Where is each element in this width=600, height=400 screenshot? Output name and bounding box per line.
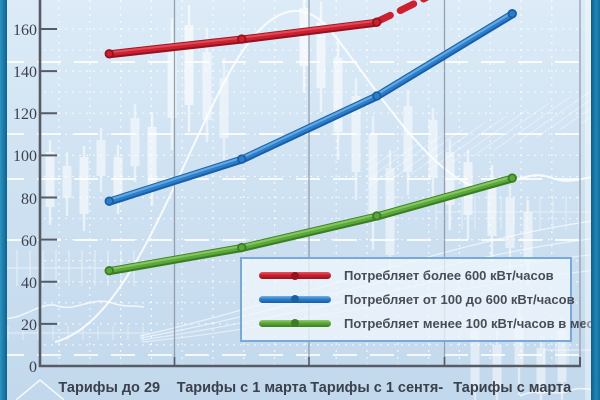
legend-swatch-red-line xyxy=(259,271,331,280)
right-border-bar xyxy=(591,0,600,400)
y-axis-tick-label: 100 xyxy=(13,148,37,166)
category-label-line1: Тарифы с 1 сентя- xyxy=(310,380,444,396)
data-point-marker xyxy=(104,266,114,276)
data-point-marker xyxy=(372,211,382,221)
y-axis-tick-label: 80 xyxy=(21,190,37,208)
data-point-marker xyxy=(104,196,114,206)
y-axis-tick-label: 40 xyxy=(21,274,37,292)
legend: Потребляет более 600 кВт/часов Потребляе… xyxy=(240,257,600,342)
x-axis-category-label: Тарифы с 1 сентя- бря 2013 по 28 xyxy=(310,379,443,400)
category-label-line1: Тарифы с марта xyxy=(453,380,572,396)
x-axis-category-label: Тарифы с марта 2017 xyxy=(453,379,571,400)
y-axis-tick-label: 120 xyxy=(13,106,37,124)
y-axis-tick-label: 140 xyxy=(13,64,37,82)
data-point-marker xyxy=(372,91,382,101)
legend-item: Потребляет от 100 до 600 кВт/часов xyxy=(259,292,575,307)
legend-item-label: Потребляет более 600 кВт/часов xyxy=(344,268,554,284)
data-point-marker xyxy=(372,17,382,27)
y-axis-tick-label: 20 xyxy=(21,316,37,334)
axes xyxy=(38,0,581,368)
data-point-marker xyxy=(507,9,517,19)
legend-marker-dot xyxy=(291,271,299,280)
legend-marker-dot xyxy=(291,295,299,304)
legend-swatch-blue-line xyxy=(259,295,331,304)
legend-swatch-green-line xyxy=(259,319,331,328)
right-edge-highlight xyxy=(585,0,591,400)
series-line-more-600 xyxy=(104,0,430,59)
legend-item-label: Потребляет от 100 до 600 кВт/часов xyxy=(344,291,575,307)
left-border-bar xyxy=(0,0,7,400)
data-point-marker xyxy=(237,242,247,253)
legend-item: Потребляет менее 100 кВт/часов в месяц xyxy=(259,316,600,331)
data-point-marker xyxy=(237,34,247,44)
data-point-marker xyxy=(237,154,247,164)
data-point-marker xyxy=(507,173,517,183)
y-axis-tick-label: 60 xyxy=(21,232,37,250)
x-axis-category-label: Тарифы до 29 2013 xyxy=(58,379,160,400)
y-axis-tick-label: 0 xyxy=(29,359,37,376)
legend-marker-dot xyxy=(291,319,299,328)
data-series xyxy=(104,0,517,276)
category-label-line1: Тарифы до 29 xyxy=(58,380,161,396)
series-line-100-to-600 xyxy=(104,9,517,206)
data-point-marker xyxy=(104,49,114,59)
legend-item: Потребляет более 600 кВт/часов xyxy=(259,268,564,283)
legend-item-label: Потребляет менее 100 кВт/часов в месяц xyxy=(344,315,600,331)
y-axis-tick-label: 160 xyxy=(13,22,37,39)
series-line-less-100 xyxy=(104,173,517,276)
category-label-line1: Тарифы с 1 марта xyxy=(176,380,307,396)
